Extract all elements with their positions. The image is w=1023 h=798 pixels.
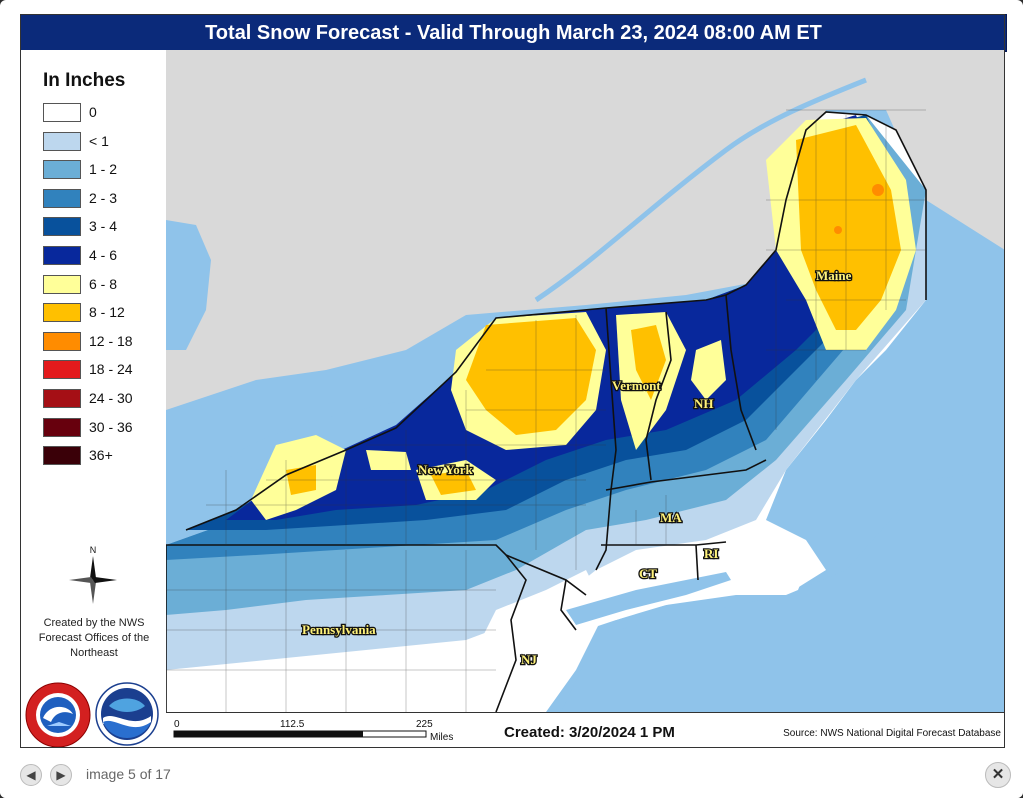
prev-button[interactable]: ◀ (20, 764, 42, 786)
north-label: N (90, 545, 97, 555)
legend-item: 6 - 8 (43, 274, 163, 296)
legend-title: In Inches (43, 70, 126, 91)
legend-item: < 1 (43, 131, 163, 153)
legend-panel: In Inches 0 < 1 1 - 2 2 - 3 3 - 4 4 - 6 6 - 8 8… (20, 50, 167, 748)
legend-label: 36+ (89, 447, 113, 464)
legend-label: 1 - 2 (89, 161, 118, 178)
legend-item: 30 - 36 (43, 417, 163, 439)
legend-item: 2 - 3 (43, 188, 163, 210)
label-ma: MA (660, 510, 682, 525)
label-ct: CT (639, 566, 657, 581)
legend-label: 6 - 8 (89, 275, 118, 292)
label-nh: NH (694, 396, 714, 411)
legend-swatch (43, 303, 81, 323)
legend-item: 18 - 24 (43, 359, 163, 381)
image-counter: image 5 of 17 (86, 766, 171, 782)
legend-swatch (43, 246, 81, 265)
close-icon: ✕ (991, 766, 1005, 783)
legend-item: 0 (43, 102, 163, 124)
legend-swatch (43, 188, 81, 208)
next-button[interactable]: ▶ (50, 764, 72, 786)
legend-label: 8 - 12 (89, 304, 125, 321)
legend-item: 36+ (43, 445, 163, 467)
legend-label: 3 - 4 (89, 218, 118, 235)
legend-swatch (43, 360, 81, 380)
legend-item: 3 - 4 (43, 216, 163, 238)
scale-tick-0: 0 (174, 719, 180, 730)
scale-tick-1: 112.5 (280, 719, 305, 730)
legend-label: 18 - 24 (89, 361, 133, 378)
map-footer: 0 112.5 225 Miles Created: 3/20/2024 1 P… (166, 712, 1005, 749)
nws-logo-icon (25, 682, 91, 748)
legend-swatch (43, 417, 81, 437)
legend-item: 24 - 30 (43, 388, 163, 410)
legend-label: 12 - 18 (89, 332, 133, 349)
label-pennsylvania: Pennsylvania (302, 622, 376, 637)
legend-item: 1 - 2 (43, 159, 163, 181)
map-title: Total Snow Forecast - Valid Through Marc… (20, 14, 1007, 52)
arrow-right-icon: ▶ (56, 768, 66, 782)
label-new-york: New York (418, 462, 474, 477)
image-navigation: ◀ ▶ image 5 of 17 ✕ (0, 752, 1023, 798)
legend-label: 0 (89, 104, 97, 120)
legend-item: 8 - 12 (43, 302, 163, 324)
legend-item: 4 - 6 (43, 245, 163, 267)
legend-label: 24 - 30 (89, 390, 133, 406)
label-nj: NJ (521, 652, 537, 667)
north-arrow-icon: N (69, 545, 117, 604)
snow-forecast-map: Maine Vermont NH New York MA RI CT Penns… (166, 50, 1005, 712)
legend-label: 30 - 36 (89, 418, 133, 435)
arrow-left-icon: ◀ (26, 768, 36, 782)
credit-text: Created by the NWS Forecast Offices of t… (38, 617, 150, 659)
legend-swatch (43, 217, 81, 237)
legend-swatch (43, 131, 81, 151)
created-date: Created: 3/20/2024 1 PM (504, 724, 675, 741)
scale-tick-2: 225 (416, 719, 433, 730)
scale-unit: Miles (430, 732, 453, 743)
label-maine: Maine (816, 268, 852, 283)
legend-swatch (43, 103, 81, 122)
legend-label: < 1 (89, 132, 109, 149)
legend-label: 4 - 6 (89, 247, 118, 263)
label-vermont: Vermont (612, 378, 661, 393)
legend-swatch (43, 160, 81, 180)
label-ri: RI (704, 546, 718, 561)
legend-swatch (43, 331, 81, 351)
legend-label: 2 - 3 (89, 189, 118, 206)
close-button[interactable]: ✕ (985, 762, 1011, 788)
source-text: Source: NWS National Digital Forecast Da… (783, 728, 1001, 739)
scale-bar: 0 112.5 225 Miles (173, 719, 453, 743)
noaa-logo-icon (95, 682, 159, 746)
legend-swatch (43, 389, 81, 408)
legend-swatch (43, 274, 81, 294)
legend-swatch (43, 446, 81, 466)
legend-item: 12 - 18 (43, 331, 163, 353)
